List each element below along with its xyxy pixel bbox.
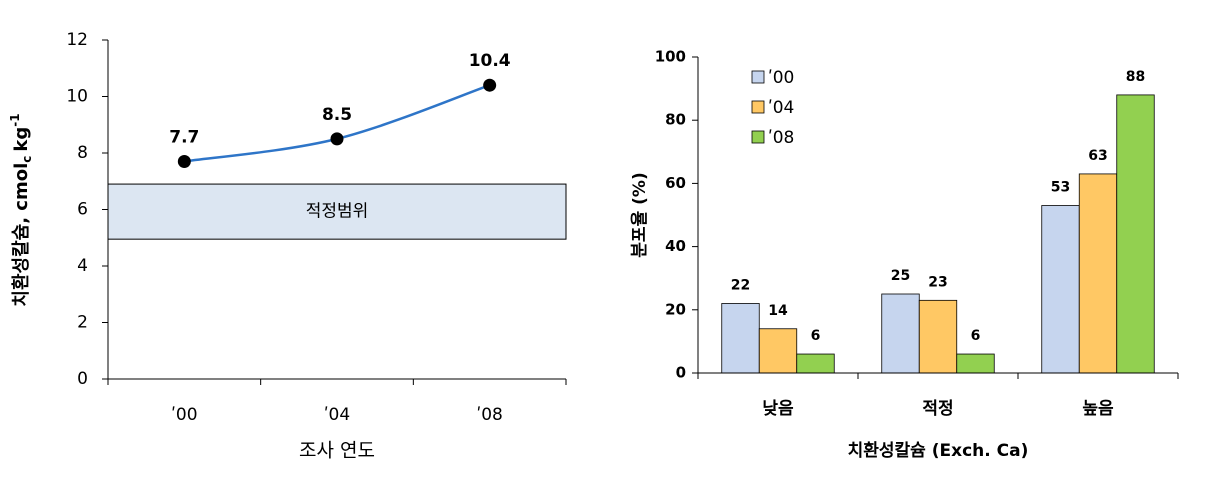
value-label: 23	[928, 274, 947, 290]
bar	[918, 299, 958, 374]
bar	[881, 293, 920, 374]
y-axis-title-part: kg	[11, 127, 32, 152]
value-label: 88	[1126, 69, 1145, 85]
value-label: 63	[1088, 148, 1107, 164]
y-tick-label: 10	[66, 87, 88, 107]
y-axis-title: 치환성칼슘, cmolc kg-1	[8, 113, 34, 306]
y-tick-label: 20	[665, 300, 686, 318]
x-tick-label: ʹ08	[476, 405, 502, 425]
y-axis-title-part: 치환성칼슘, cmol	[10, 163, 32, 307]
y-tick-label: 40	[665, 237, 686, 255]
value-label: 53	[1051, 180, 1070, 196]
y-axis-title: 분포율 (%)	[630, 172, 650, 257]
y-tick-label: 80	[665, 111, 686, 129]
y-axis-title-part: -1	[8, 113, 22, 126]
y-tick-label: 6	[77, 200, 88, 220]
marker	[483, 78, 497, 92]
value-label: 7.7	[169, 127, 199, 147]
x-tick-label: 높음	[1082, 399, 1114, 419]
legend-label: ʹ04	[768, 98, 794, 118]
value-label: 22	[731, 277, 750, 293]
legend-label: ʹ00	[768, 68, 794, 88]
y-tick-label: 0	[77, 369, 88, 389]
bar	[1041, 205, 1080, 374]
y-tick-label: 8	[77, 143, 88, 163]
bar	[956, 353, 995, 374]
legend-swatch	[751, 100, 765, 114]
legend-label: ʹ08	[768, 128, 794, 148]
bar	[721, 303, 760, 374]
y-tick-label: 60	[665, 174, 686, 192]
y-tick-label: 4	[77, 256, 88, 276]
bar	[1078, 173, 1118, 374]
value-label: 6	[971, 328, 981, 344]
legend-swatch	[751, 70, 765, 84]
marker	[330, 132, 344, 146]
x-tick-label: 낮음	[762, 399, 794, 419]
legend-swatch	[751, 130, 765, 144]
optimal-band	[107, 183, 567, 240]
x-tick-label: ʹ00	[171, 405, 197, 425]
value-label: 14	[768, 303, 788, 319]
y-axis-title-part: c	[20, 156, 34, 163]
x-tick-label: ʹ04	[324, 405, 350, 425]
bar	[796, 353, 835, 374]
marker	[177, 154, 191, 168]
value-label: 8.5	[322, 105, 352, 125]
x-axis-title: 조사 연도	[299, 440, 375, 462]
y-tick-label: 12	[66, 30, 88, 50]
band-label: 적정범위	[306, 202, 369, 222]
x-axis-title: 치환성칼슘 (Exch. Ca)	[848, 441, 1029, 461]
value-label: 25	[891, 268, 910, 284]
y-tick-label: 100	[655, 48, 686, 66]
x-tick-label: 적정	[922, 399, 953, 419]
value-label: 6	[811, 328, 821, 344]
y-tick-label: 0	[676, 364, 686, 382]
bar	[1116, 94, 1155, 374]
bar	[758, 328, 798, 374]
y-tick-label: 2	[77, 313, 88, 333]
value-label: 10.4	[469, 51, 511, 71]
